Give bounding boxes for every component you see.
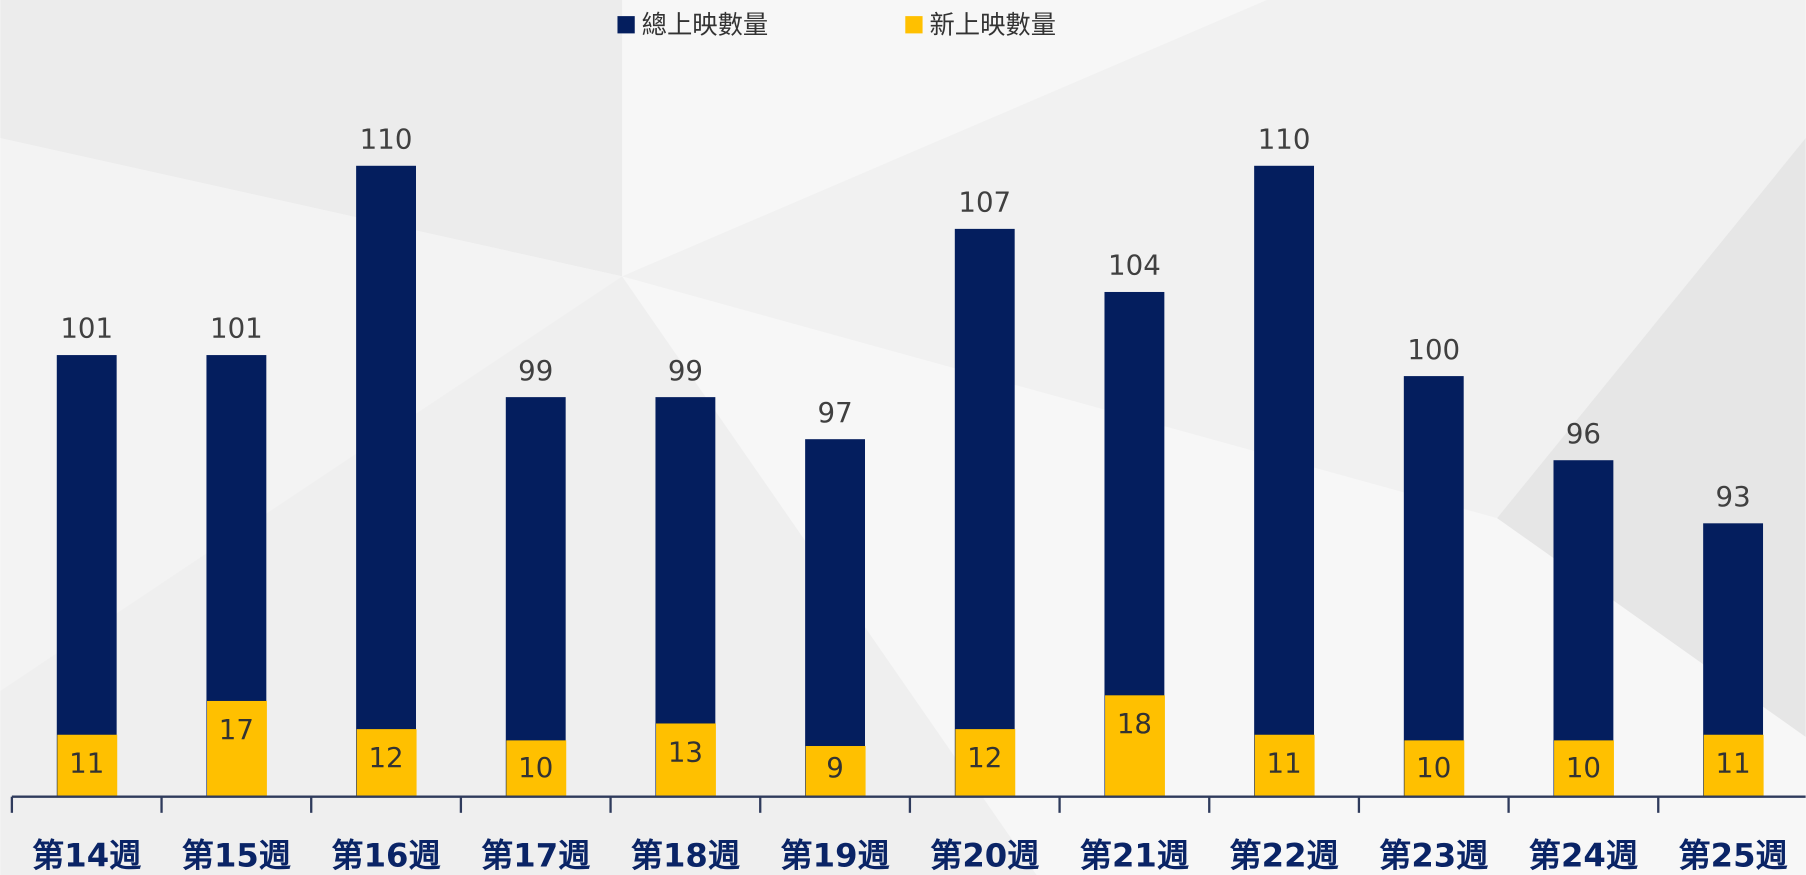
x-tick-label: 第18週 [631,837,740,875]
bar [1254,734,1315,797]
data-label: 18 [1117,707,1152,740]
data-label: 10 [1566,751,1601,784]
bar [505,397,566,797]
data-label: 13 [668,735,703,768]
bar [954,228,1015,797]
data-label: 96 [1566,417,1601,450]
data-label: 12 [967,741,1002,774]
data-label: 110 [1258,122,1311,155]
data-label: 99 [518,354,553,387]
background-shape [622,0,1806,519]
x-tick-label: 第14週 [32,837,141,875]
legend-swatch [905,16,923,34]
x-tick-label: 第21週 [1080,837,1189,875]
bar [56,355,117,797]
bar [805,439,866,797]
data-label: 107 [958,186,1011,219]
data-label: 10 [1416,751,1451,784]
data-label: 97 [817,396,852,429]
bar [656,723,716,797]
background-shape [0,0,623,277]
data-label: 11 [1716,747,1751,780]
x-tick-label: 第22週 [1229,837,1338,875]
x-tick-label: 第19週 [780,837,889,875]
data-label: 12 [368,741,403,774]
legend-label: 新上映數量 [929,9,1056,39]
x-tick-label: 第16週 [331,837,440,875]
bar [1105,695,1165,797]
data-label: 10 [518,751,553,784]
x-tick-label: 第24週 [1529,837,1638,875]
data-label: 17 [219,713,254,746]
data-label: 11 [69,747,104,780]
bar [506,740,567,797]
bar [57,734,118,797]
legend-swatch [617,16,635,34]
data-label: 101 [60,312,113,345]
bar [356,729,417,797]
data-label: 101 [210,312,263,345]
background-shape [0,138,623,691]
data-label: 100 [1407,333,1460,366]
data-label: 11 [1267,747,1302,780]
bar [207,700,267,797]
data-label: 99 [668,354,703,387]
data-label: 9 [826,751,844,784]
bar [955,729,1016,797]
bar [1554,740,1614,797]
x-tick-label: 第20週 [930,837,1039,875]
bar [1404,740,1465,797]
bar [1254,165,1315,797]
legend-label: 總上映數量 [642,9,769,39]
bar [805,746,866,797]
data-label: 93 [1716,480,1751,513]
data-label: 110 [360,122,413,155]
x-tick-label: 第17週 [481,837,590,875]
x-tick-label: 第15週 [182,837,291,875]
bar [1703,734,1764,797]
bar [1403,376,1464,797]
bar [356,165,416,797]
x-tick-label: 第25週 [1678,837,1787,875]
x-tick-label: 第23週 [1379,837,1488,875]
data-label: 104 [1108,249,1161,282]
